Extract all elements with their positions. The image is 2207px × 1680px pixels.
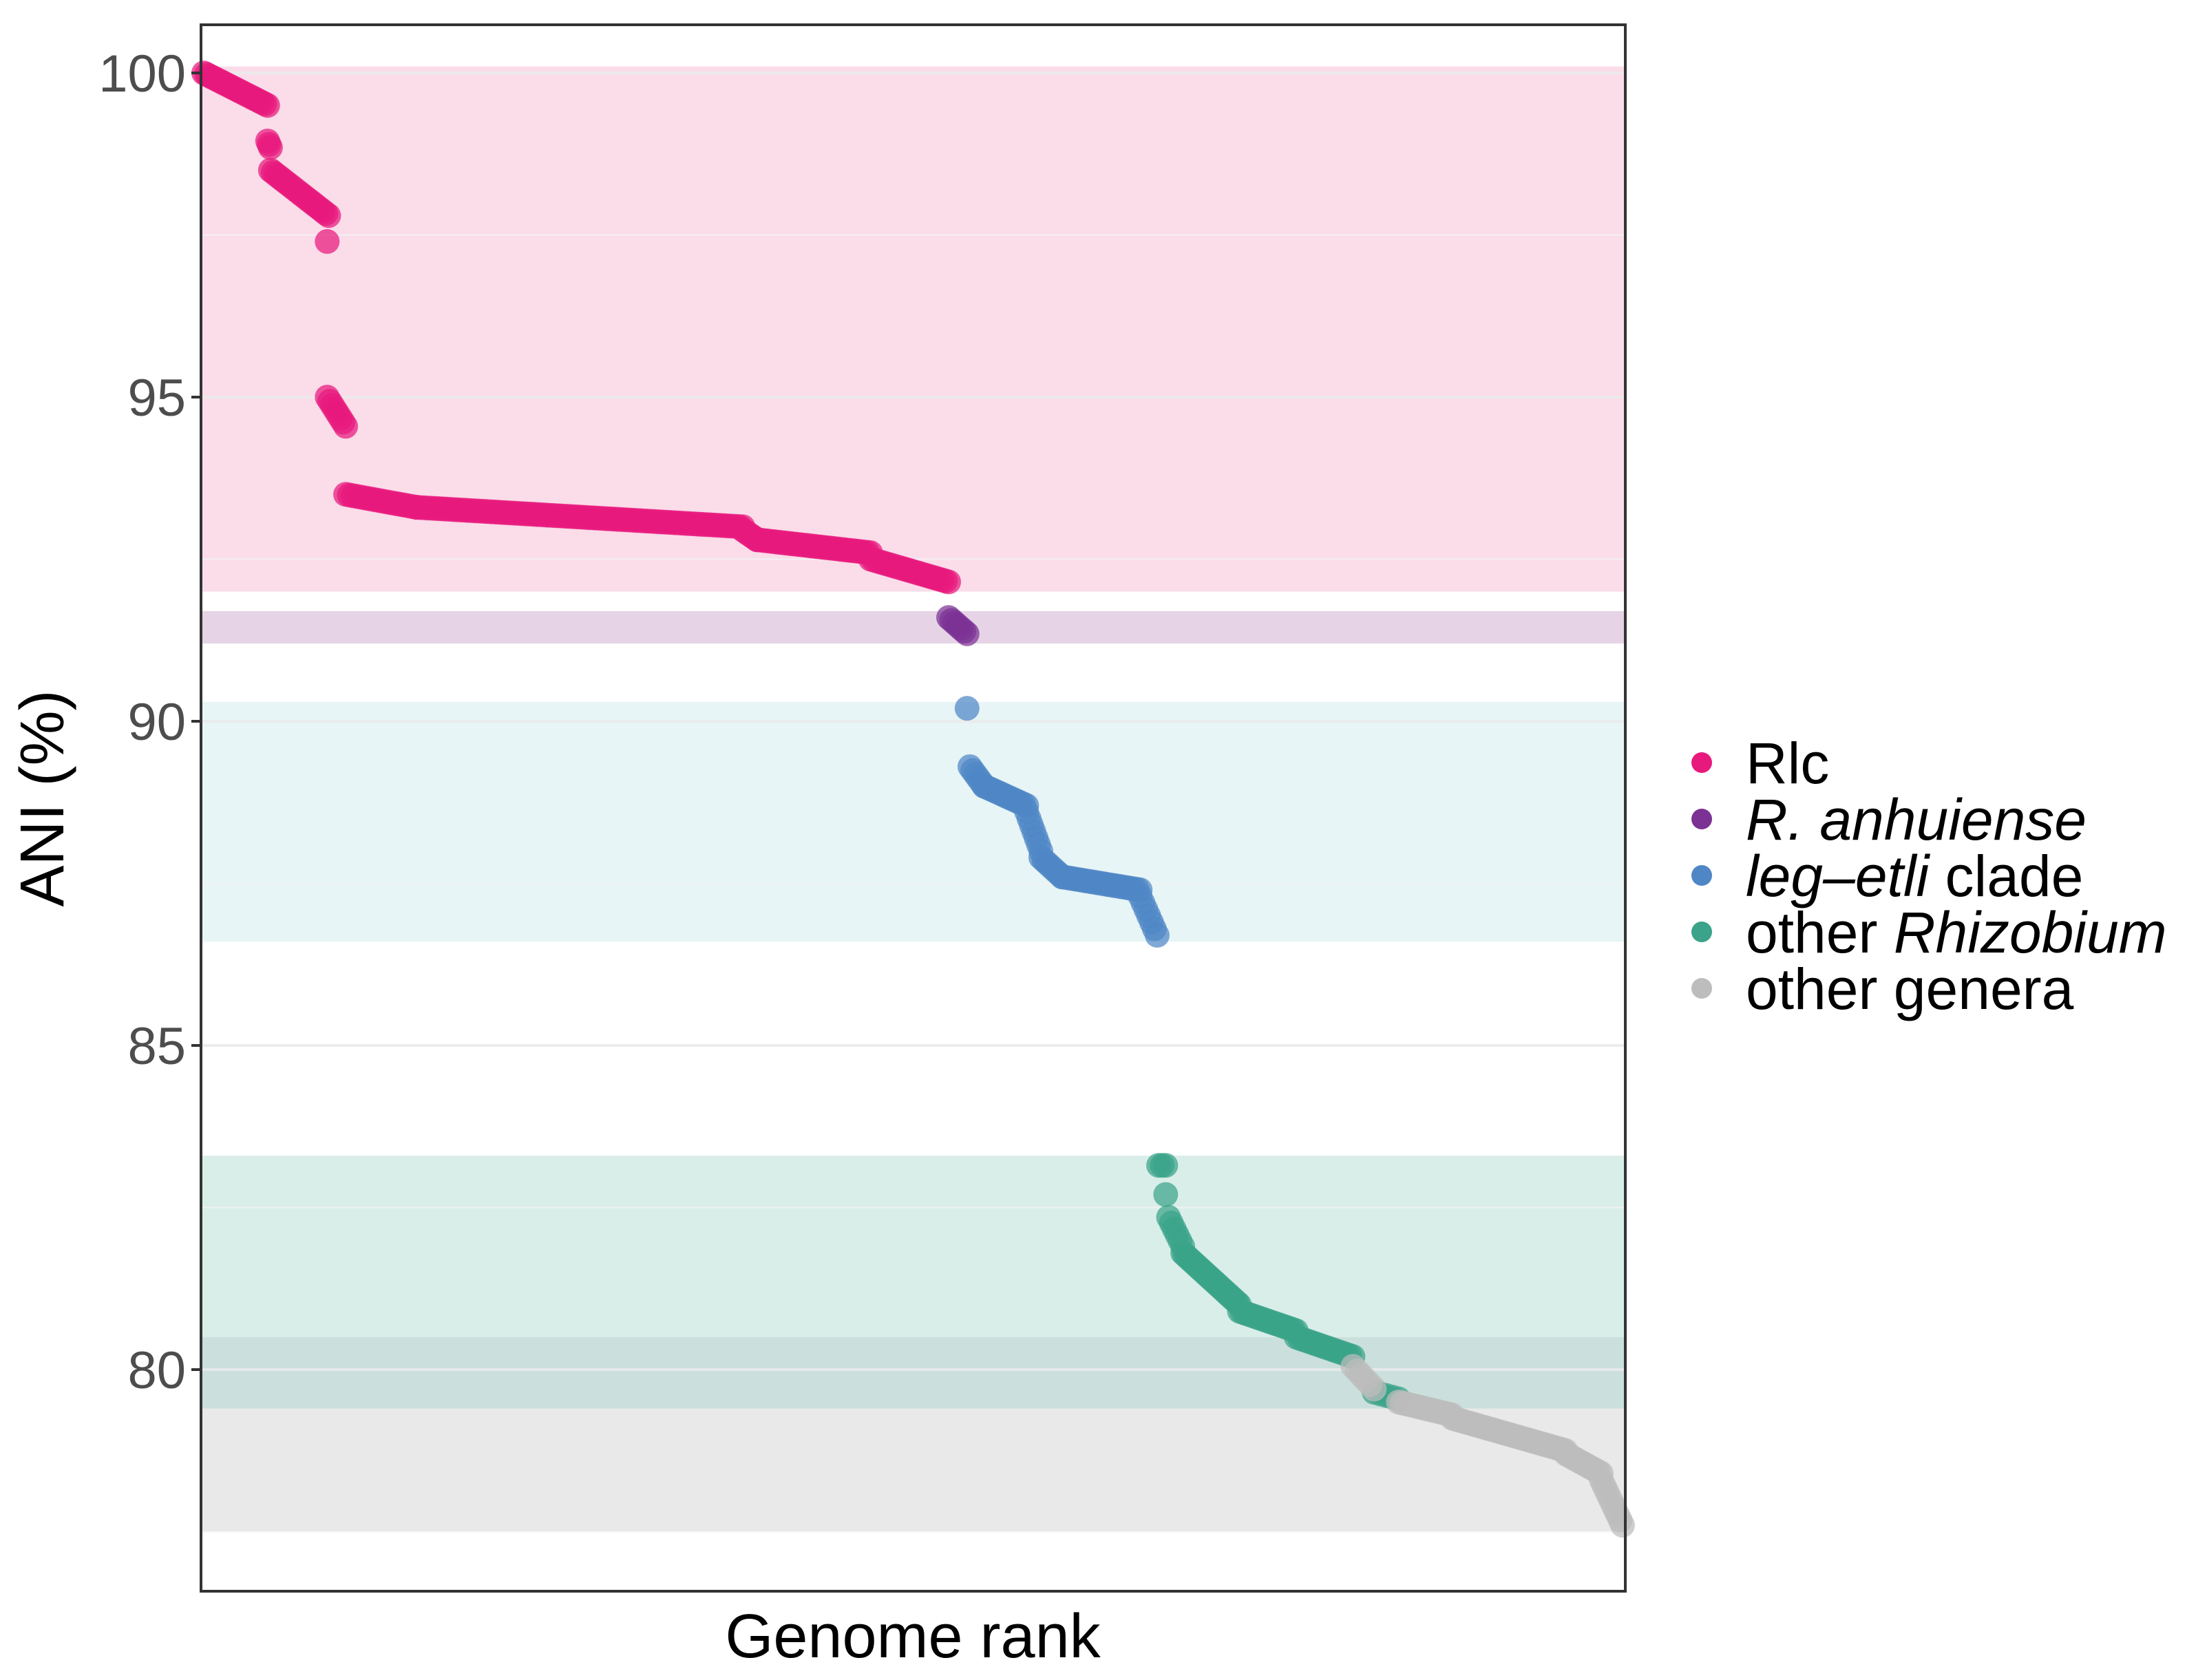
legend-key-0 xyxy=(1691,752,1712,773)
y-tick-label: 100 xyxy=(98,45,186,103)
band-r-anhuiense xyxy=(202,610,1624,644)
series-other-genera xyxy=(1340,1354,1635,1538)
legend-key-2 xyxy=(1691,865,1712,886)
data-point xyxy=(954,621,980,646)
gridlines xyxy=(202,72,1624,1533)
legend-label-part: R. anhuiense xyxy=(1746,787,2087,852)
data-point xyxy=(1144,922,1170,948)
y-tick-label: 80 xyxy=(127,1341,186,1400)
data-points xyxy=(191,61,1635,1538)
series-r-anhuiense xyxy=(936,605,980,646)
legend-label-0: Rlc xyxy=(1746,731,1829,796)
band-leg-etli-clade xyxy=(202,701,1624,942)
plot-panel-border xyxy=(200,23,1627,1593)
legend-label-part: clade xyxy=(1929,844,2083,908)
legend-key-4 xyxy=(1691,978,1712,999)
x-axis-title: Genome rank xyxy=(725,1602,1101,1671)
legend-key-1 xyxy=(1691,809,1712,829)
y-tick-label: 85 xyxy=(127,1017,186,1076)
data-point xyxy=(954,696,980,721)
legend-label-1: R. anhuiense xyxy=(1746,787,2087,852)
data-point xyxy=(936,569,962,595)
data-point xyxy=(1610,1513,1635,1538)
data-point xyxy=(255,93,280,118)
y-tick-label: 90 xyxy=(127,693,186,752)
y-axis-title: ANI (%) xyxy=(8,690,77,907)
data-point xyxy=(1362,1376,1387,1402)
legend-label-3: other Rhizobium xyxy=(1746,900,2167,965)
legend-label-4: other genera xyxy=(1746,957,2074,1021)
data-point xyxy=(1153,1153,1179,1178)
legend-label-part: Rhizobium xyxy=(1894,900,2167,965)
legend-key-3 xyxy=(1691,922,1712,942)
data-point xyxy=(315,228,340,254)
y-tick-label: 95 xyxy=(127,369,186,427)
y-axis: 100 95 90 85 80 xyxy=(98,45,201,1400)
legend-label-part: other xyxy=(1746,900,1894,965)
series-leg-etli-clade xyxy=(954,696,1170,948)
legend-label-part: Rlc xyxy=(1746,731,1829,796)
legend-label-part: other genera xyxy=(1746,957,2074,1021)
legend-label-2: leg–etli clade xyxy=(1746,844,2083,908)
group-bands xyxy=(202,66,1624,1532)
data-point xyxy=(1153,1182,1179,1207)
legend-label-part: leg–etli xyxy=(1746,844,1931,908)
data-point xyxy=(333,414,359,439)
data-point xyxy=(316,203,341,228)
series-rlc xyxy=(191,61,962,595)
data-point xyxy=(257,135,283,160)
